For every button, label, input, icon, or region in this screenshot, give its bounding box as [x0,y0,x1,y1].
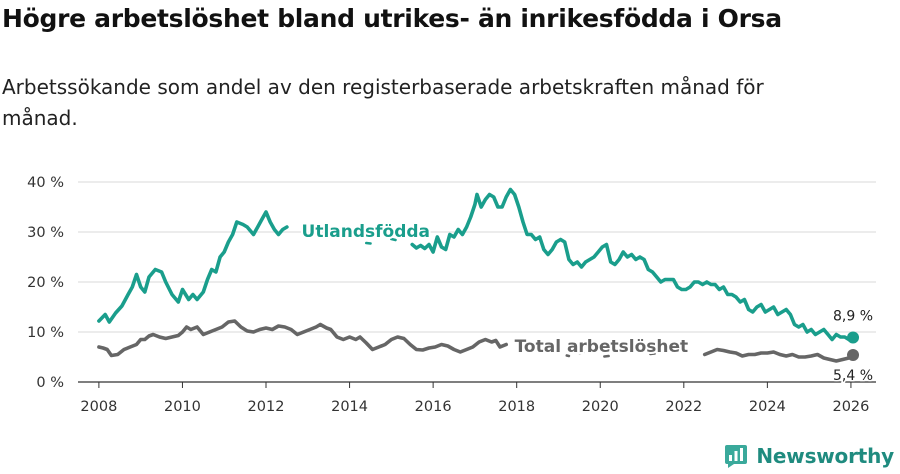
utlandsfodda-line-fragment [314,232,322,238]
brand[interactable]: Newsworthy [724,444,894,468]
newsworthy-logo-icon [725,445,748,468]
x-tick-label: 2018 [498,399,535,415]
x-tick-label: 2020 [582,399,619,415]
y-tick-label: 40 % [27,175,64,191]
total-end-value-label: 5,4 % [833,368,873,384]
x-tick-label: 2012 [248,399,285,415]
chart-subtitle: Arbetssökande som andel av den registerb… [2,75,764,130]
utlandsfodda-line-fragment [331,232,339,238]
utlandsfodda-end-point [847,331,860,344]
brand-name: Newsworthy [756,444,894,468]
total-line-fragment [649,352,656,356]
x-tick-label: 2024 [749,399,786,415]
utlandsfodda-end-value-label: 8,9 % [833,309,873,325]
total-line-fragment [603,354,610,358]
total-line-fragment [578,351,585,355]
utlandsfodda-line [97,210,289,324]
total-line-segment [702,347,855,363]
total-end-point [847,349,860,361]
total-series-label: Total arbetslöshet [515,337,689,357]
utlandsfodda-line-segment [410,187,855,342]
y-tick-label: 30 % [27,225,64,241]
chart-title: Högre arbetslöshet bland utrikes- än inr… [2,4,782,33]
total-line [97,319,508,358]
utlandsfodda-line-fragment [390,237,397,242]
x-tick-label: 2026 [832,399,869,415]
x-tick-label: 2016 [415,399,452,415]
utlandsfodda-line-fragment [365,241,372,245]
y-tick-label: 0 % [36,375,64,391]
utlandsfodda-series-label: Utlandsfödda [302,222,431,242]
x-tick-label: 2014 [331,399,368,415]
line-chart: 0 % 10 % 20 % 30 % 40 % 2008 2010 2012 2014 2016 2… [27,175,876,415]
x-tick-label: 2010 [164,399,201,415]
x-tick-label: 2022 [665,399,702,415]
total-line-fragment [565,354,571,358]
y-tick-label: 10 % [27,325,64,341]
x-tick-label: 2008 [80,399,117,415]
y-tick-label: 20 % [27,275,64,291]
